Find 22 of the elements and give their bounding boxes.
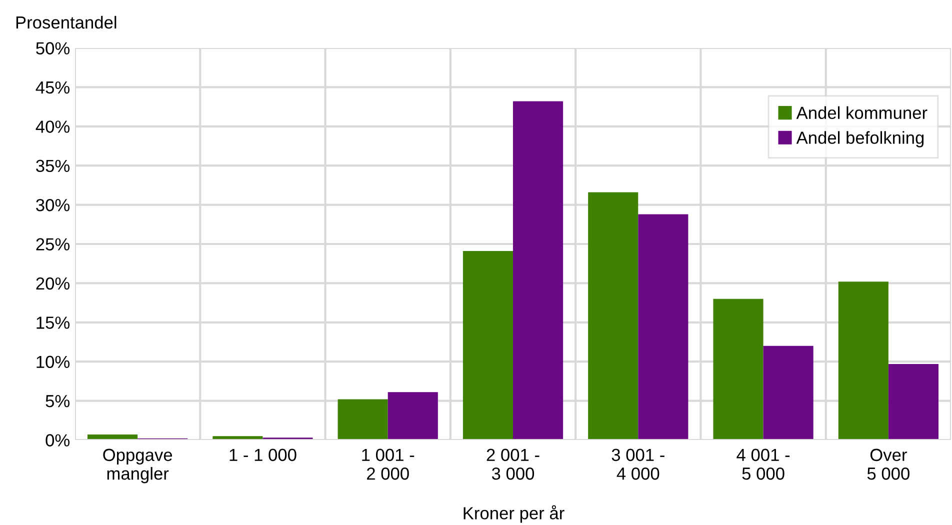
x-tick-label: 1 - 1 000 [230,448,296,462]
y-axis-title: Prosentandel [16,16,116,29]
y-tick-label: 45% [36,81,70,94]
y-tick-label: 30% [36,198,70,212]
x-axis-title: Kroner per år [464,505,564,523]
y-tick-label: 0% [46,434,70,446]
legend-label: Andel kommuner [796,106,928,120]
x-tick-label: 2 001 - 3 000 [486,448,540,480]
y-tick-label: 40% [36,120,70,133]
y-tick-label: 50% [36,42,70,54]
x-tick-label: 1 001 - 2 000 [362,448,414,480]
x-tick-label: 4 001 - 5 000 [736,448,790,480]
y-tick-label: 10% [36,356,70,368]
y-tick-label: 5% [46,395,70,408]
y-tick-label: 35% [36,160,70,172]
x-tick-label: 3 001 - 4 000 [612,448,664,480]
x-tick-label: Oppgave mangler [103,448,172,484]
y-tick-label: 15% [36,316,70,329]
y-tick-label: 25% [36,238,70,250]
x-tick-label: Over 5 000 [867,448,910,480]
y-tick-label: 20% [36,277,70,290]
legend-label: Andel befolkning [796,131,924,148]
